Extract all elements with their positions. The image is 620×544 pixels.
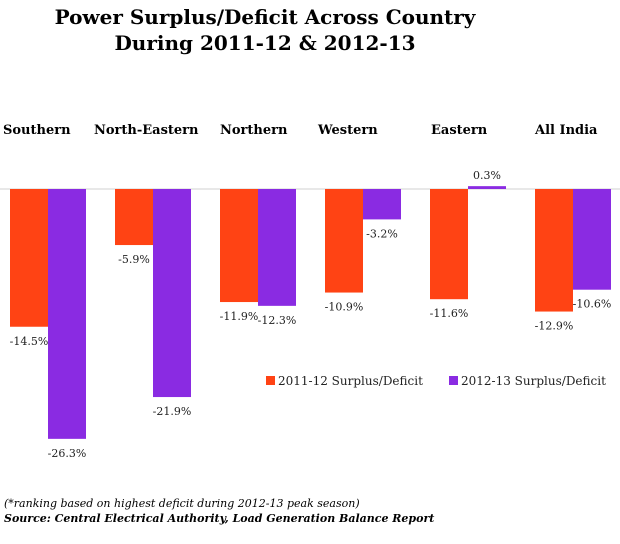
- value-label: -26.3%: [48, 447, 87, 460]
- value-label: 0.3%: [473, 169, 501, 182]
- bar-2012-13-eastern: [468, 186, 506, 189]
- value-label: -11.9%: [220, 310, 259, 323]
- category-label-southern: Southern: [3, 123, 71, 138]
- bar-2011-12-western: [325, 189, 363, 293]
- chart-title: Power Surplus/Deficit Across Country Dur…: [0, 4, 530, 56]
- bar-2011-12-eastern: [430, 189, 468, 300]
- chart-title-line-2: During 2011-12 & 2012-13: [114, 31, 416, 55]
- legend-label-2011-12: 2011-12 Surplus/Deficit: [278, 374, 423, 388]
- value-labels: -14.5% -5.9% -11.9% -10.9% -11.6% -12.9% -26.3…: [10, 169, 612, 460]
- legend: 2011-12 Surplus/Deficit 2012-13 Surplus/D…: [266, 374, 606, 388]
- footnote: (*ranking based on highest deficit durin…: [4, 497, 360, 510]
- legend-swatch-2011-12: [266, 376, 275, 385]
- bar-2011-12-southern: [10, 189, 48, 327]
- bar-2011-12-northern: [220, 189, 258, 303]
- value-label: -12.3%: [258, 314, 297, 327]
- legend-swatch-2012-13: [449, 376, 458, 385]
- bar-2011-12-all-india: [535, 189, 573, 312]
- source-note: Source: Central Electrical Authority, Lo…: [4, 512, 435, 525]
- category-label-eastern: Eastern: [431, 123, 488, 138]
- bar-2011-12-north-eastern: [115, 189, 153, 246]
- bars: [10, 186, 611, 439]
- value-label: -5.9%: [118, 253, 150, 266]
- value-label: -3.2%: [366, 227, 398, 240]
- value-label: -10.6%: [573, 298, 612, 311]
- bar-2012-13-all-india: [573, 189, 611, 290]
- bar-2012-13-western: [363, 189, 401, 220]
- category-label-north-eastern: North-Eastern: [94, 123, 199, 138]
- category-label-western: Western: [317, 123, 378, 138]
- bar-2012-13-north-eastern: [153, 189, 191, 398]
- value-label: -12.9%: [535, 320, 574, 333]
- value-label: -21.9%: [153, 405, 192, 418]
- bar-2012-13-northern: [258, 189, 296, 306]
- category-label-all-india: All India: [534, 123, 598, 138]
- category-label-northern: Northern: [220, 123, 288, 138]
- value-label: -11.6%: [430, 307, 469, 320]
- value-label: -14.5%: [10, 335, 49, 348]
- chart-title-line-1: Power Surplus/Deficit Across Country: [54, 5, 476, 29]
- value-label: -10.9%: [325, 301, 364, 314]
- category-labels: Southern North-Eastern Northern Western East…: [3, 123, 598, 138]
- legend-label-2012-13: 2012-13 Surplus/Deficit: [461, 374, 606, 388]
- bar-2012-13-southern: [48, 189, 86, 439]
